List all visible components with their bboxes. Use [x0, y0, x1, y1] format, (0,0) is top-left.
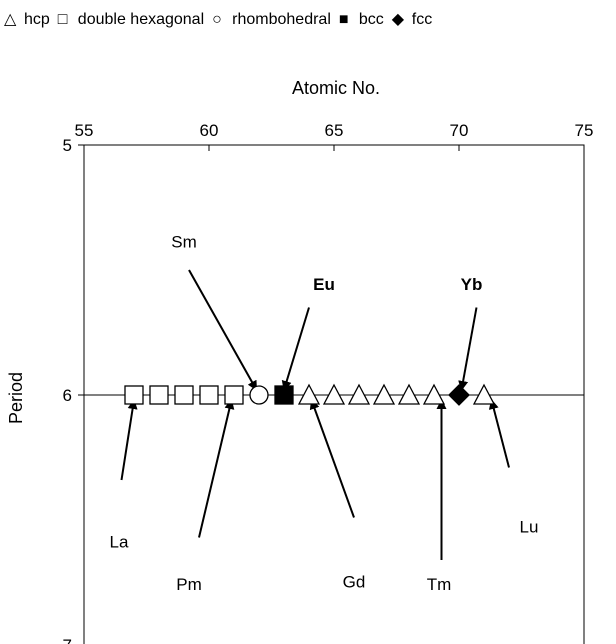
- legend: △ hcp □ double hexagonal ○ rhombohedral ■ bcc ◆ f…: [4, 11, 432, 28]
- legend-label: fcc: [412, 11, 432, 28]
- annotation-label: Yb: [461, 275, 483, 294]
- point-triangle-open: [472, 383, 496, 405]
- annotation-arrow: [120, 399, 138, 481]
- axis-ticks: 55 60 65 70 75 5 6 7: [63, 121, 594, 644]
- annotation-label: Gd: [343, 573, 366, 592]
- legend-item: ■ bcc: [339, 11, 384, 28]
- legend-symbol: △: [4, 11, 17, 28]
- y-tick-label: 7: [63, 636, 72, 644]
- annotation-label: La: [110, 533, 129, 552]
- point-diamond-filled: [448, 384, 470, 406]
- x-tick-label: 65: [325, 121, 344, 140]
- point-triangle-open: [397, 383, 421, 405]
- x-tick-label: 60: [200, 121, 219, 140]
- point-triangle-open: [347, 383, 371, 405]
- annotation-arrow: [458, 307, 478, 391]
- point-square-open: [174, 385, 194, 405]
- point-square-open: [149, 385, 169, 405]
- x-tick-label: 70: [450, 121, 469, 140]
- legend-label: hcp: [24, 11, 50, 28]
- annotation-arrows: [120, 269, 510, 560]
- annotation-label: Pm: [176, 575, 202, 594]
- legend-label: double hexagonal: [78, 11, 204, 28]
- point-triangle-open: [297, 383, 321, 405]
- legend-symbol: ■: [339, 11, 349, 28]
- point-square-open: [224, 385, 244, 405]
- legend-label: rhombohedral: [232, 11, 331, 28]
- point-square-filled: [274, 385, 294, 405]
- annotation-label: Sm: [171, 233, 197, 252]
- x-tick-label: 55: [75, 121, 94, 140]
- point-square-open: [199, 385, 219, 405]
- annotation-labels: La Pm Sm Eu Gd Tm Yb Lu: [110, 233, 539, 595]
- point-triangle-open: [322, 383, 346, 405]
- legend-item: ○ rhombohedral: [212, 11, 331, 28]
- x-tick-label: 75: [575, 121, 594, 140]
- y-tick-label: 6: [63, 386, 72, 405]
- annotation-label: Lu: [520, 518, 539, 537]
- legend-item: □ double hexagonal: [58, 11, 204, 28]
- annotation-arrow: [188, 269, 258, 391]
- legend-symbol: ○: [212, 11, 222, 28]
- legend-item: ◆ fcc: [392, 11, 432, 28]
- legend-symbol: ◆: [392, 11, 405, 28]
- annotation-arrow: [198, 399, 235, 538]
- legend-item: △ hcp: [4, 11, 50, 28]
- point-circle-open: [249, 385, 269, 405]
- x-axis-title: Atomic No.: [292, 78, 380, 98]
- annotation-arrow: [488, 399, 510, 468]
- annotation-arrow: [281, 307, 310, 391]
- annotation-arrow: [309, 399, 355, 518]
- annotation-label: Tm: [427, 575, 452, 594]
- legend-label: bcc: [359, 11, 384, 28]
- legend-symbol: □: [58, 11, 68, 28]
- data-points: [124, 383, 496, 406]
- point-triangle-open: [372, 383, 396, 405]
- point-triangle-open: [422, 383, 446, 405]
- y-axis-title: Period: [6, 372, 26, 424]
- y-tick-label: 5: [63, 136, 72, 155]
- annotation-label: Eu: [313, 275, 335, 294]
- point-square-open: [124, 385, 144, 405]
